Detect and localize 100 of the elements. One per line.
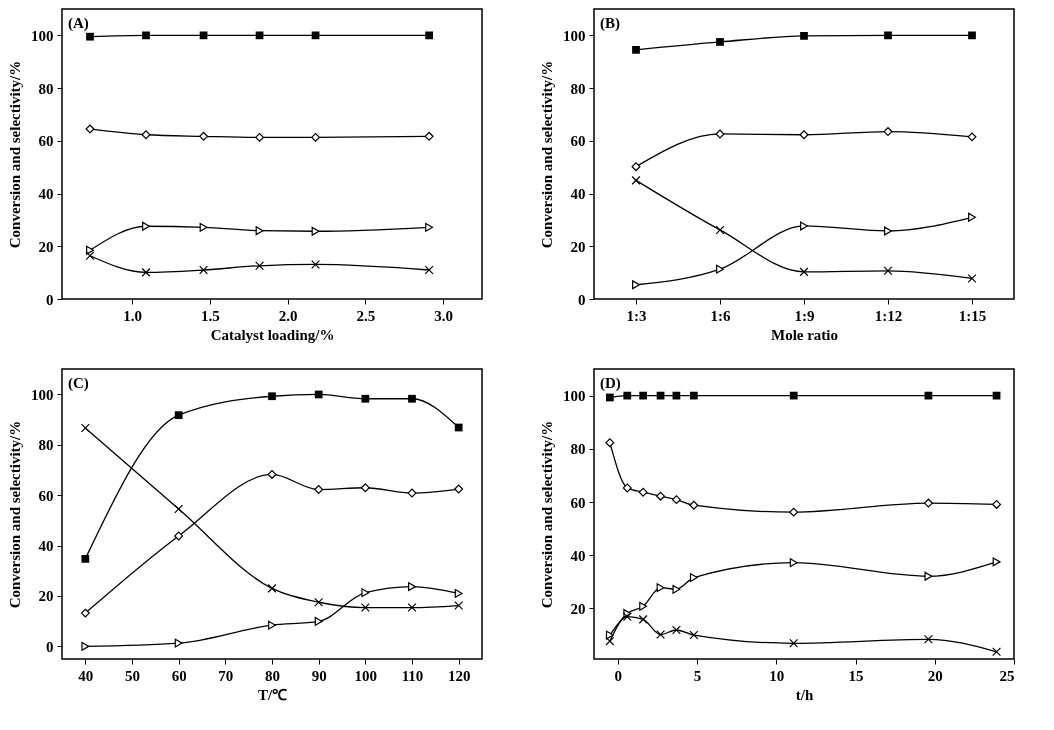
point — [255, 226, 264, 236]
point — [407, 603, 417, 613]
point — [671, 625, 681, 635]
point — [967, 273, 977, 283]
point — [408, 394, 416, 403]
point — [314, 616, 323, 626]
x-tick-label: 2.5 — [356, 307, 376, 324]
x-tick-label: 1:3 — [626, 307, 647, 324]
y-tick-label: 0 — [46, 291, 54, 308]
point — [314, 597, 324, 607]
point — [86, 245, 94, 255]
point — [789, 558, 798, 568]
point — [199, 265, 209, 275]
chart-title: (B) — [600, 15, 620, 32]
point — [639, 391, 648, 400]
point — [968, 212, 976, 222]
point — [623, 391, 632, 400]
x-tick-label: 20 — [927, 667, 943, 684]
point — [454, 423, 463, 432]
point — [632, 45, 640, 54]
point — [80, 608, 90, 618]
y-tick-label: 20 — [570, 600, 586, 617]
chart-title: (A) — [68, 15, 89, 32]
point — [789, 507, 799, 517]
x-tick-label: 1:12 — [874, 307, 903, 324]
x-tick-label: 5 — [693, 667, 702, 684]
x-axis-title: t/h — [795, 686, 814, 703]
y-tick-label: 80 — [570, 441, 586, 458]
point — [689, 630, 699, 640]
point — [992, 499, 1002, 509]
point — [199, 31, 208, 40]
x-tick-label: 1.5 — [200, 307, 220, 324]
point — [361, 394, 370, 403]
point — [605, 636, 615, 646]
y-tick-label: 60 — [38, 133, 54, 150]
point — [789, 391, 798, 400]
y-tick-label: 0 — [46, 638, 54, 655]
point — [923, 498, 933, 508]
point — [80, 423, 90, 433]
point — [268, 620, 276, 630]
x-tick-label: 90 — [311, 667, 327, 684]
x-tick-label: 25 — [999, 667, 1015, 684]
x-tick-label: 110 — [401, 667, 424, 684]
chart-title: (C) — [68, 375, 89, 392]
x-tick-label: 100 — [354, 667, 378, 684]
y-axis-title: Conversion and selectivity/% — [7, 420, 23, 609]
point — [656, 583, 665, 593]
point — [656, 491, 666, 501]
point — [883, 127, 893, 137]
y-tick-label: 60 — [570, 133, 586, 150]
point — [174, 531, 184, 541]
point — [424, 265, 434, 275]
y-tick-label: 60 — [570, 494, 586, 511]
point — [454, 484, 464, 494]
y-tick-label: 80 — [38, 437, 54, 454]
point — [454, 588, 463, 598]
y-tick-label: 80 — [570, 80, 586, 97]
x-tick-label: 2.0 — [278, 307, 298, 324]
point — [638, 614, 648, 624]
point — [86, 32, 94, 41]
point — [174, 638, 183, 648]
point — [800, 221, 808, 231]
point — [81, 641, 90, 651]
point — [884, 31, 892, 40]
point — [407, 488, 417, 498]
x-tick-label: 60 — [171, 667, 187, 684]
x-tick-label: 1:9 — [794, 307, 815, 324]
point — [141, 130, 151, 140]
point — [360, 603, 370, 613]
point — [605, 438, 615, 448]
point — [311, 31, 320, 40]
point — [672, 584, 681, 594]
point — [425, 222, 434, 232]
point — [268, 392, 276, 401]
point — [639, 601, 648, 611]
point — [689, 500, 699, 510]
point — [656, 630, 666, 639]
x-tick-label: 1:15 — [958, 307, 987, 324]
point — [174, 411, 183, 420]
point — [716, 264, 724, 274]
x-tick-label: 120 — [447, 667, 471, 684]
point — [141, 267, 151, 277]
y-tick-label: 60 — [38, 487, 54, 504]
x-axis-title: T/℃ — [257, 686, 288, 703]
point — [789, 638, 799, 648]
x-axis-title: Catalyst loading/% — [210, 326, 335, 343]
y-tick-label: 40 — [570, 547, 586, 564]
x-tick-label: 3.0 — [434, 307, 453, 324]
x-tick-label: 50 — [125, 667, 140, 684]
point — [638, 487, 648, 497]
point — [255, 31, 264, 40]
point — [992, 647, 1002, 657]
chart-title: (D) — [600, 375, 621, 392]
y-tick-label: 100 — [563, 388, 586, 405]
point — [142, 31, 150, 40]
point — [715, 129, 725, 139]
y-tick-label: 40 — [570, 186, 586, 203]
point — [884, 226, 892, 236]
point — [255, 132, 265, 142]
point — [311, 132, 321, 142]
